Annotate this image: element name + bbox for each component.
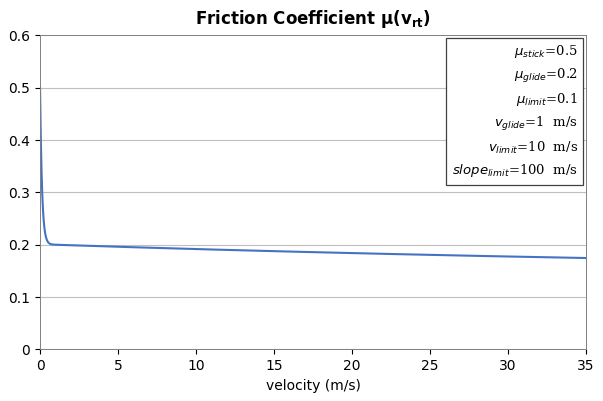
X-axis label: velocity (m/s): velocity (m/s) — [265, 379, 361, 393]
Title: Friction Coefficient $\mathbf{\mu(v_{rt})}$: Friction Coefficient $\mathbf{\mu(v_{rt}… — [195, 8, 431, 30]
Text: $\mu_{stick}$=0.5
$\mu_{glide}$=0.2
$\mu_{limit}$=0.1
$v_{glide}$=1  m/s
$v_{lim: $\mu_{stick}$=0.5 $\mu_{glide}$=0.2 $\mu… — [452, 43, 578, 179]
